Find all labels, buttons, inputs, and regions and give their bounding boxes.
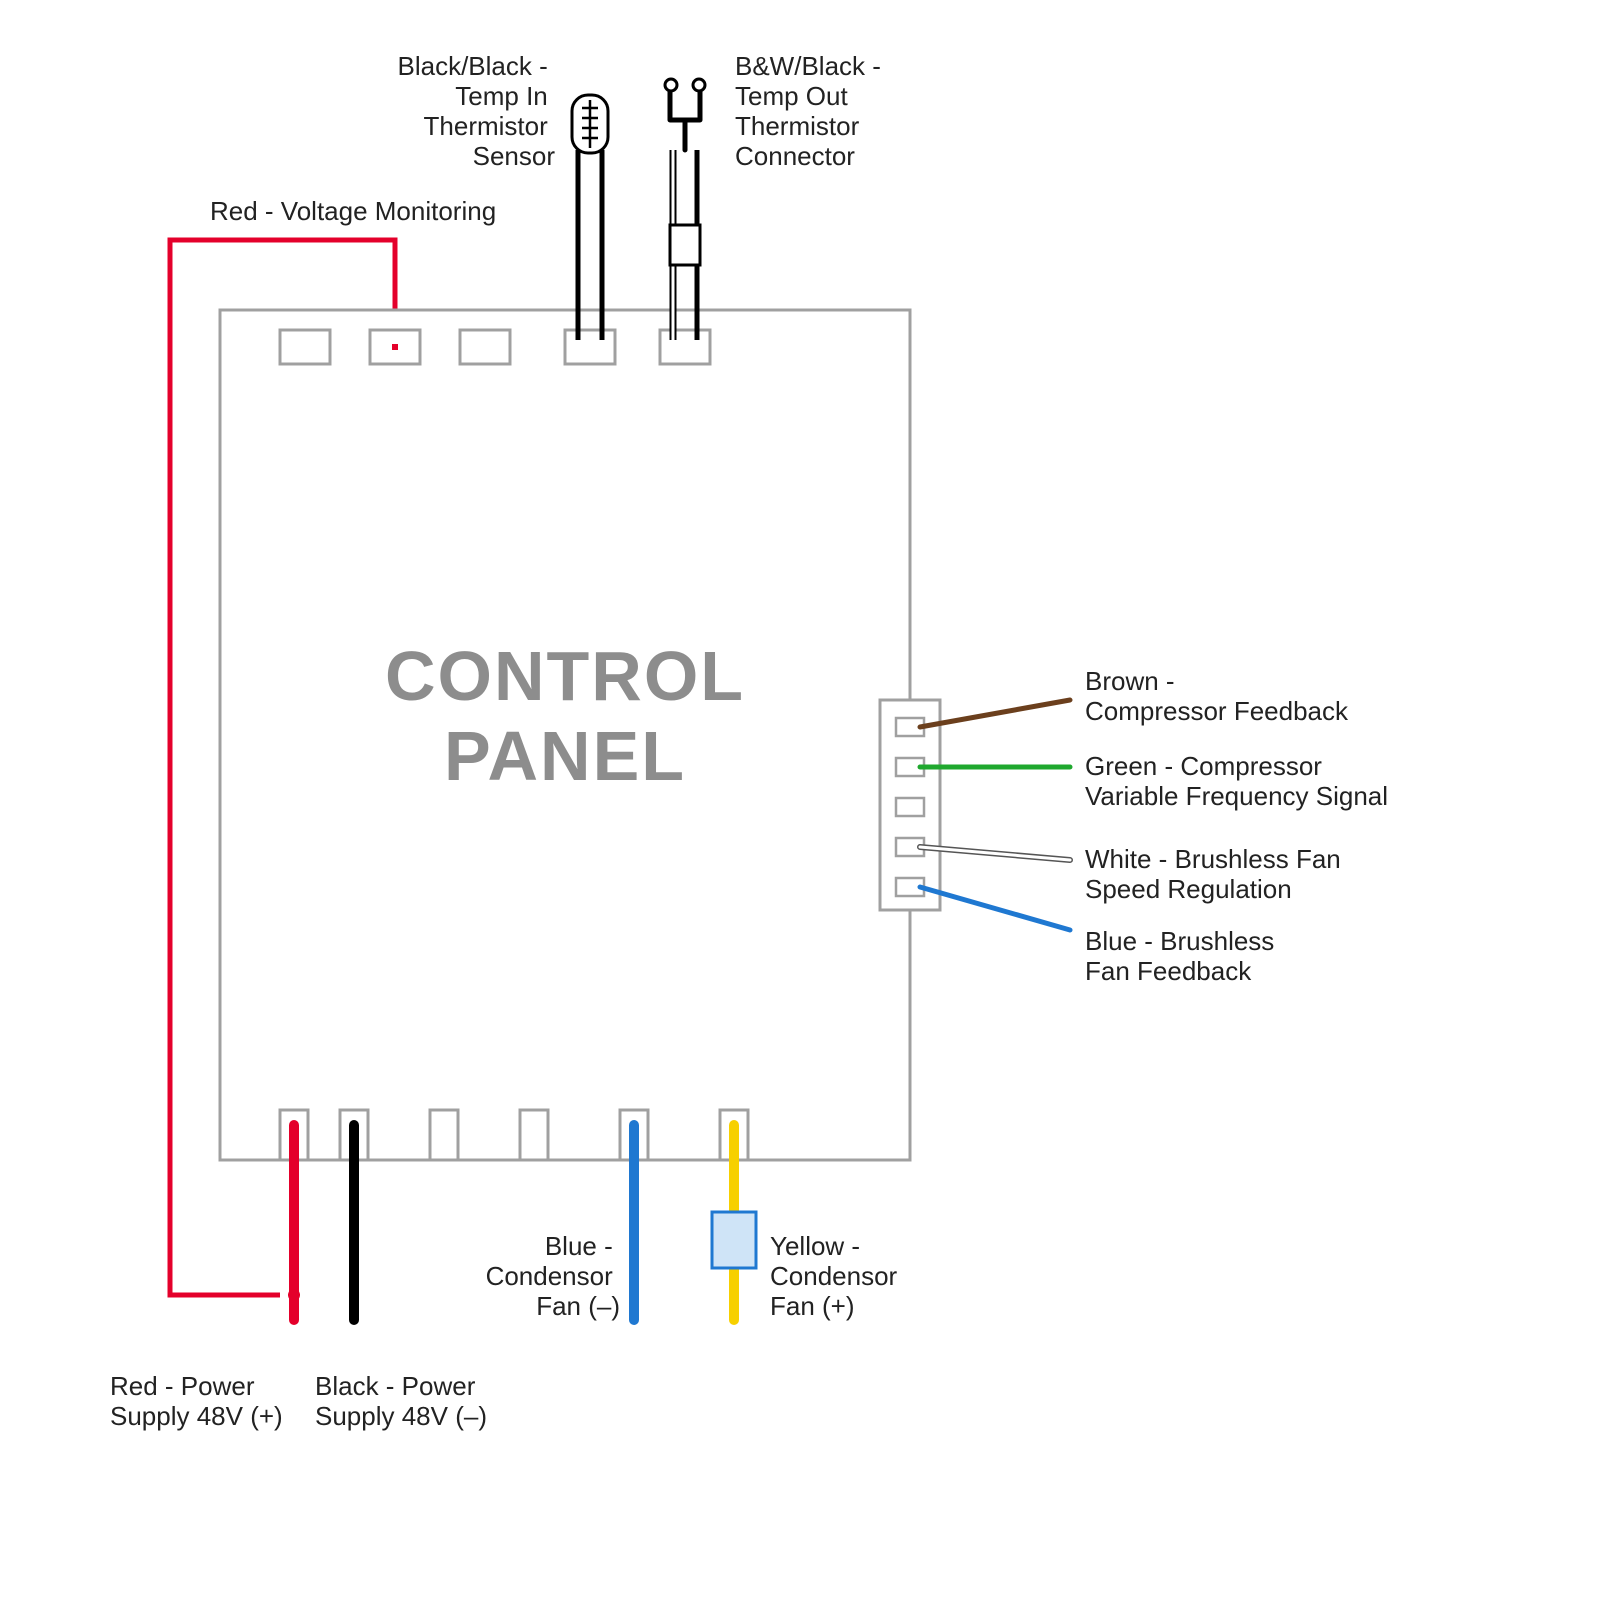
label-blue-condensor: Blue - Condensor Fan (–): [486, 1231, 620, 1321]
wiring-diagram: CONTROL PANEL: [0, 0, 1600, 1600]
yellow-inline-connector-icon: [712, 1212, 756, 1268]
temp-out-connector-block: [670, 225, 700, 265]
label-voltage-monitoring: Red - Voltage Monitoring: [210, 196, 496, 226]
voltage-monitoring-pin: [392, 344, 398, 350]
thermistor-sensor-icon: [572, 95, 608, 153]
label-white: White - Brushless Fan Speed Regulation: [1085, 844, 1348, 904]
label-green: Green - Compressor Variable Frequency Si…: [1085, 751, 1388, 811]
wire-blue-fan-feedback: [920, 887, 1070, 930]
label-black-power: Black - Power Supply 48V (–): [315, 1371, 487, 1431]
wire-temp-out: [665, 79, 705, 340]
label-temp-out: B&W/Black - Temp Out Thermistor Connecto…: [735, 51, 888, 171]
wire-brown-compressor-feedback: [920, 700, 1070, 727]
thermistor-connector-icon: [665, 79, 705, 150]
wire-temp-in: [572, 95, 608, 340]
wire-white-fan-speed: [920, 847, 1070, 860]
panel-title-line2: PANEL: [444, 717, 686, 795]
wire-red-power: [288, 1125, 300, 1320]
label-brown: Brown - Compressor Feedback: [1085, 666, 1349, 726]
label-blue-fan: Blue - Brushless Fan Feedback: [1085, 926, 1282, 986]
label-yellow-condensor: Yellow - Condensor Fan (+): [770, 1231, 904, 1321]
label-temp-in: Black/Black - Temp In Thermistor Sensor: [398, 51, 556, 171]
panel-title-line1: CONTROL: [385, 637, 745, 715]
label-red-power: Red - Power Supply 48V (+): [110, 1371, 283, 1431]
